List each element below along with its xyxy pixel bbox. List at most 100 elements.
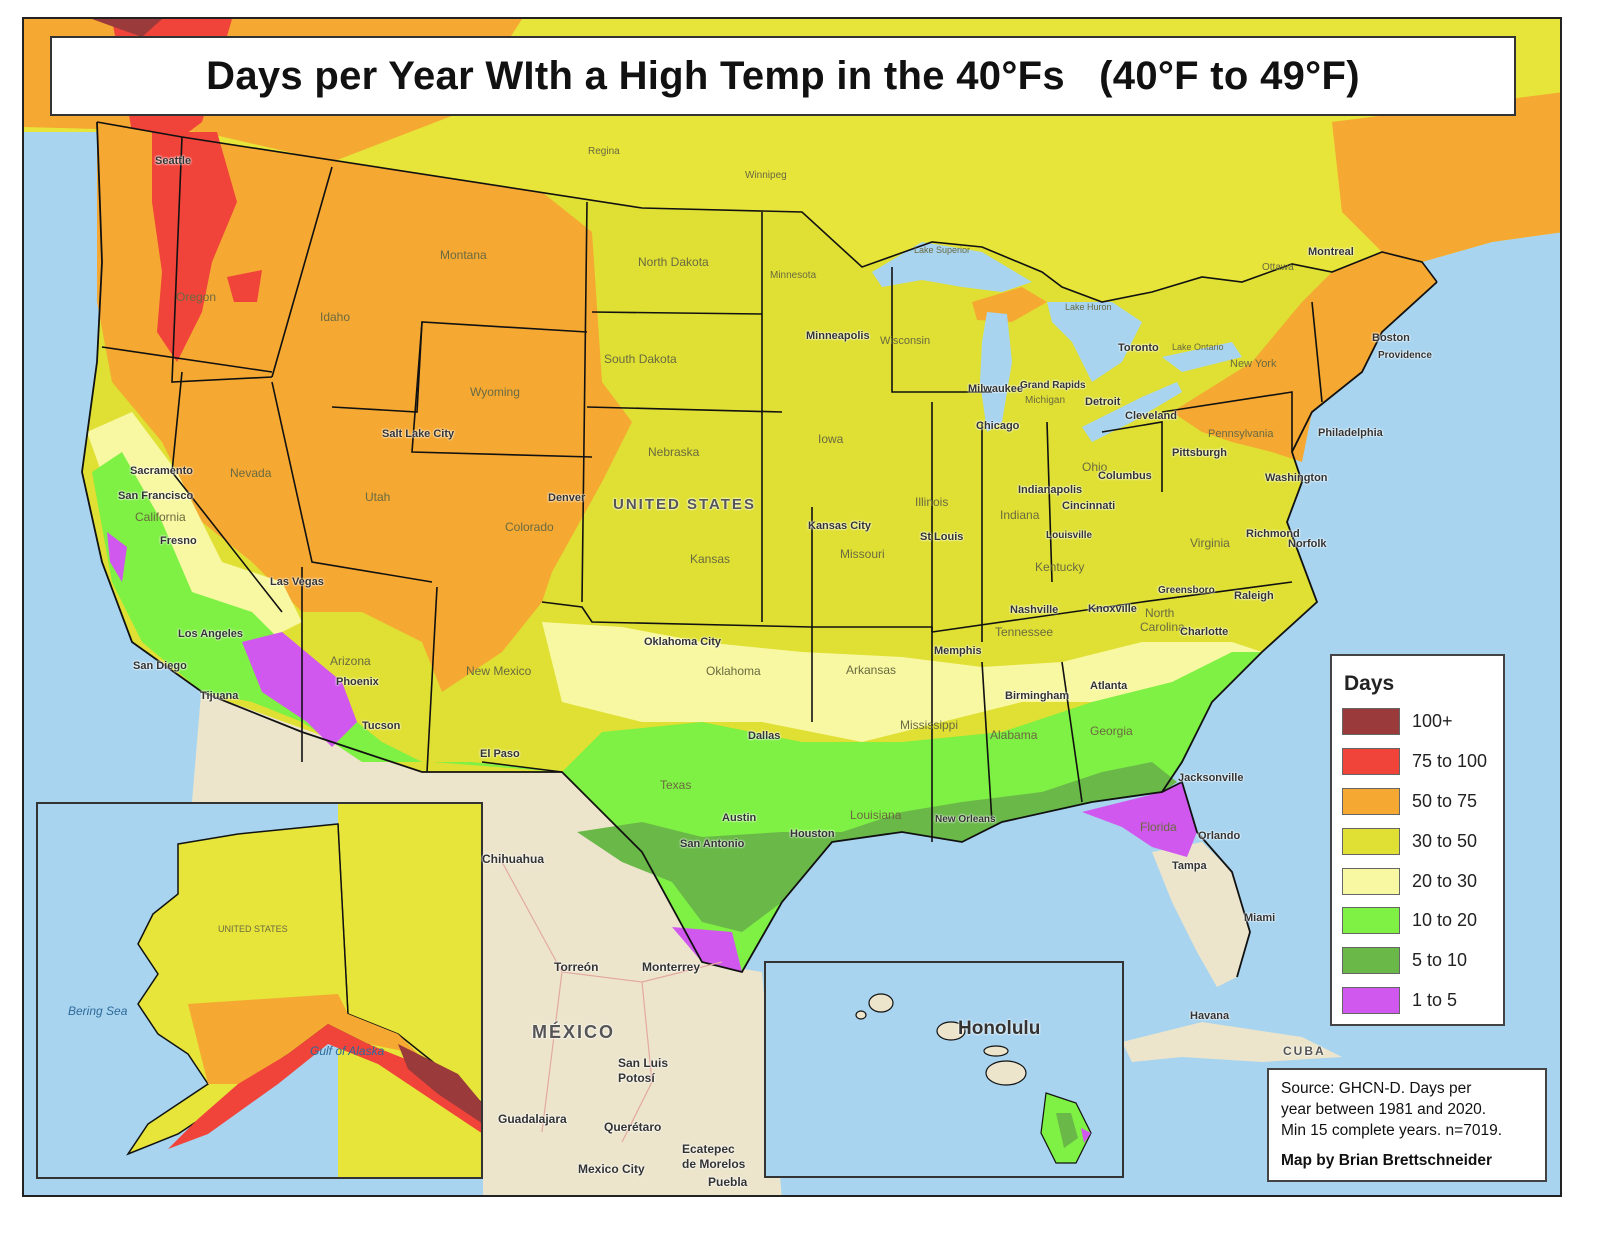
label-illinois: Illinois	[915, 495, 949, 509]
label-regina: Regina	[588, 146, 620, 157]
label-oklahoma: Oklahoma	[706, 664, 761, 678]
label-bering-sea: Bering Sea	[68, 1004, 128, 1018]
label-las-vegas: Las Vegas	[270, 576, 324, 588]
label-lake-huron: Lake Huron	[1065, 302, 1112, 312]
label-ohio: Ohio	[1082, 460, 1108, 474]
label-monterrey: Monterrey	[642, 960, 701, 974]
label-guadalajara: Guadalajara	[498, 1112, 567, 1126]
label-idaho: Idaho	[320, 310, 351, 324]
label-toronto: Toronto	[1118, 342, 1159, 354]
label-cleveland: Cleveland	[1125, 410, 1177, 422]
label-north-dakota: North Dakota	[638, 255, 709, 269]
label-potosi: Potosí	[618, 1071, 655, 1085]
legend-item: 1 to 5	[1342, 987, 1502, 1017]
legend-item: 75 to 100	[1342, 748, 1502, 778]
zone-purple-arizona	[242, 632, 357, 747]
label-el-paso: El Paso	[480, 748, 520, 760]
hawaii-inset: Honolulu	[764, 961, 1124, 1178]
label-torreon: Torreón	[554, 960, 599, 974]
label-missouri: Missouri	[840, 547, 885, 561]
label-raleigh: Raleigh	[1234, 590, 1274, 602]
source-box: Source: GHCN-D. Days per year between 19…	[1267, 1068, 1547, 1182]
label-arkansas: Arkansas	[846, 663, 897, 677]
label-wyoming: Wyoming	[470, 385, 520, 399]
label-puebla: Puebla	[708, 1175, 748, 1189]
label-san-diego: San Diego	[133, 660, 187, 672]
label-st-louis: St Louis	[920, 531, 964, 543]
label-los-angeles: Los Angeles	[178, 628, 243, 640]
label-tijuana: Tijuana	[200, 690, 239, 702]
label-columbus: Columbus	[1098, 470, 1152, 482]
road-lines	[501, 861, 723, 1143]
label-san-antonio: San Antonio	[680, 838, 745, 850]
label-chihuahua: Chihuahua	[482, 852, 544, 866]
label-houston: Houston	[790, 828, 835, 840]
label-gulf-of-alaska: Gulf of Alaska	[310, 1044, 385, 1058]
label-knoxville: Knoxville	[1088, 603, 1137, 615]
label-pennsylvania: Pennsylvania	[1208, 428, 1274, 440]
label-ecatepec: Ecatepec	[682, 1142, 735, 1156]
map-title: Days per Year WIth a High Temp in the 40…	[206, 53, 1360, 98]
label-sacramento: Sacramento	[130, 465, 193, 477]
label-kentucky: Kentucky	[1035, 560, 1085, 574]
label-austin: Austin	[722, 812, 757, 824]
label-arizona: Arizona	[330, 654, 371, 668]
alaska-red	[168, 1024, 481, 1149]
label-mexico-city: Mexico City	[578, 1162, 645, 1176]
label-phoenix: Phoenix	[336, 676, 379, 688]
label-de-morelos: de Morelos	[682, 1157, 746, 1171]
label-montreal: Montreal	[1308, 246, 1354, 258]
label-tennessee: Tennessee	[995, 625, 1054, 639]
mexico-land	[192, 682, 782, 1195]
map-credit: Map by Brian Brettschneider	[1281, 1152, 1493, 1169]
label-cuba: CUBA	[1283, 1044, 1326, 1058]
label-colorado: Colorado	[505, 520, 554, 534]
label-north: North	[1145, 606, 1175, 620]
label-chicago: Chicago	[976, 420, 1020, 432]
alaska-inset: Bering Sea Gulf of Alaska UNITED STATES	[36, 802, 483, 1179]
label-washington: Washington	[1265, 472, 1328, 484]
legend-label: 30 to 50	[1412, 831, 1478, 851]
legend-item: 100+	[1342, 708, 1502, 738]
label-kansas: Kansas	[690, 552, 731, 566]
label-jacksonville: Jacksonville	[1178, 772, 1244, 784]
label-oklahoma-city: Oklahoma City	[644, 636, 722, 648]
source-line: Min 15 complete years. n=7019.	[1281, 1122, 1503, 1139]
cuba-land	[1122, 1022, 1342, 1062]
label-montana: Montana	[440, 248, 487, 262]
legend-label: 10 to 20	[1412, 910, 1478, 930]
label-fresno: Fresno	[160, 535, 197, 547]
legend-label: 20 to 30	[1412, 871, 1478, 891]
canada-orange-east	[1332, 92, 1560, 262]
legend-swatch	[1342, 748, 1400, 775]
zone-orange-west	[97, 122, 632, 692]
legend-swatch	[1342, 828, 1400, 855]
label-grand-rapids: Grand Rapids	[1020, 380, 1086, 391]
label-tucson: Tucson	[362, 720, 401, 732]
zone-green-south	[432, 652, 1262, 972]
lake-michigan	[980, 312, 1012, 432]
legend-item: 20 to 30	[1342, 868, 1502, 898]
label-virginia: Virginia	[1190, 536, 1230, 550]
label-philadelphia: Philadelphia	[1318, 427, 1383, 439]
label-richmond: Richmond	[1246, 528, 1300, 540]
label-orlando: Orlando	[1198, 830, 1241, 842]
source-line: year between 1981 and 2020.	[1281, 1101, 1487, 1118]
legend-swatch	[1342, 868, 1400, 895]
legend-swatch	[1342, 947, 1400, 974]
label-louisville: Louisville	[1046, 530, 1093, 541]
label-lake-ontario: Lake Ontario	[1172, 342, 1224, 352]
legend-item: 5 to 10	[1342, 947, 1502, 977]
label-providence: Providence	[1378, 350, 1432, 361]
label-tampa: Tampa	[1172, 860, 1207, 872]
label-minneapolis: Minneapolis	[806, 330, 870, 342]
legend-title: Days	[1344, 672, 1395, 695]
zone-green-california	[92, 452, 422, 762]
label-lake-superior: Lake Superior	[914, 245, 971, 255]
label-minnesota: Minnesota	[770, 270, 817, 281]
legend-label: 5 to 10	[1412, 950, 1468, 970]
zone-orange-northeast	[1172, 252, 1437, 462]
alaska-orange	[188, 994, 418, 1084]
zone-darkgreen-texas	[577, 762, 1177, 932]
state-borders	[96, 121, 1438, 842]
